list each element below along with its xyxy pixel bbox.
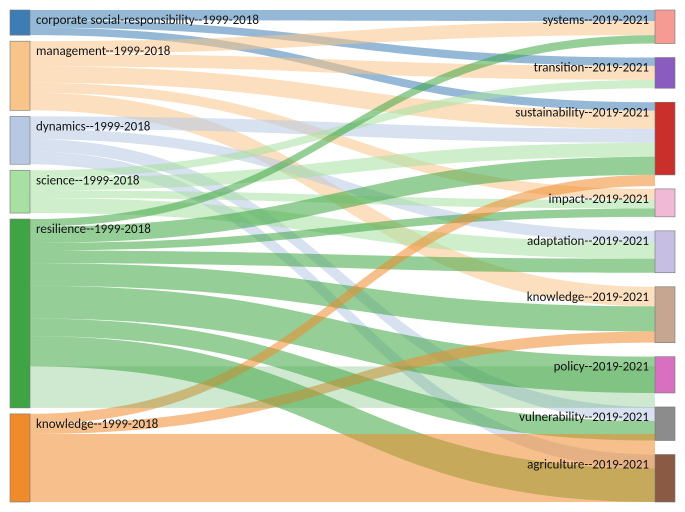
node-label-impact: impact--2019-2021 [548,192,649,207]
node-knowL [10,414,30,502]
node-knowR [655,287,675,343]
node-sci [10,170,30,213]
node-mgmt [10,41,30,110]
node-label-vuln: vulnerability--2019-2021 [519,410,649,425]
node-systems [655,10,675,44]
node-label-res: resilience--1999-2018 [36,222,151,237]
node-label-knowL: knowledge--1999-2018 [36,417,159,432]
node-label-csr: corporate social-responsibility--1999-20… [36,13,259,28]
node-impact [655,189,675,217]
node-label-dyn: dynamics--1999-2018 [36,119,151,134]
node-label-sustain: sustainability--2019-2021 [515,105,649,120]
node-label-sci: science--1999-2018 [36,173,140,188]
node-vuln [655,407,675,441]
node-sustain [655,102,675,175]
node-label-mgmt: management--1999-2018 [36,44,171,59]
node-label-systems: systems--2019-2021 [543,13,649,28]
sankey-chart: corporate social-responsibility--1999-20… [0,0,685,512]
node-csr [10,10,30,35]
node-label-policy: policy--2019-2021 [554,360,649,375]
node-transition [655,58,675,89]
node-label-agri: agriculture--2019-2021 [527,458,649,473]
node-policy [655,357,675,393]
node-res [10,219,30,408]
node-dyn [10,116,30,164]
node-label-transition: transition--2019-2021 [534,61,649,76]
node-label-knowR: knowledge--2019-2021 [527,290,649,305]
node-adapt [655,231,675,273]
node-agri [655,455,675,503]
node-label-adapt: adaptation--2019-2021 [527,234,649,249]
